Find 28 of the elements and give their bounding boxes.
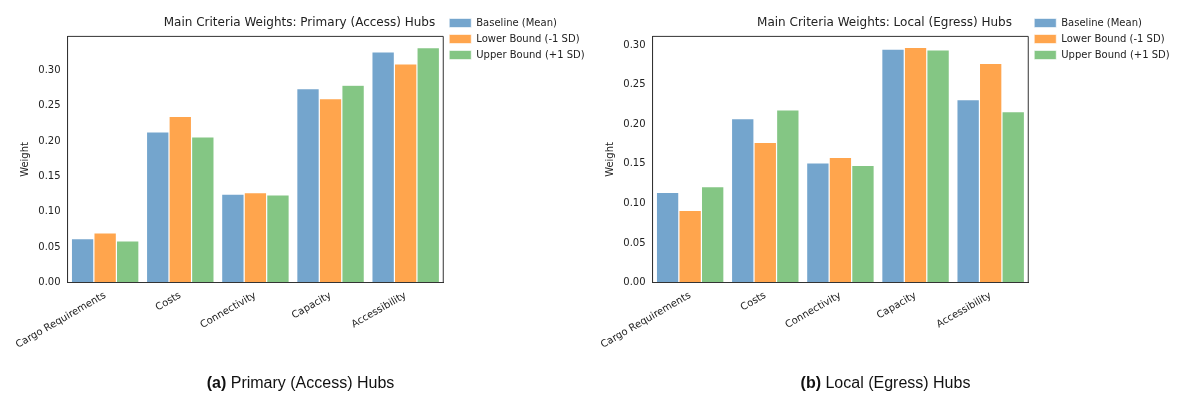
legend-label: Baseline (Mean) xyxy=(1061,16,1142,28)
y-tick-label: 0.05 xyxy=(38,240,61,252)
y-tick-label: 0.05 xyxy=(623,236,646,248)
y-tick-label: 0.30 xyxy=(38,63,61,75)
y-tick-label: 0.25 xyxy=(38,99,61,111)
y-tick-label: 0.30 xyxy=(623,38,646,50)
x-tick-label: Costs xyxy=(738,289,768,313)
y-axis-title: Weight xyxy=(603,141,615,177)
y-tick-label: 0.15 xyxy=(38,170,61,182)
y-tick-label: 0.10 xyxy=(38,205,61,217)
y-axis-title: Weight xyxy=(18,141,30,177)
legend-label: Lower Bound (-1 SD) xyxy=(1061,32,1165,44)
x-tick-label: Costs xyxy=(153,289,183,313)
chart-title: Main Criteria Weights: Local (Egress) Hubs xyxy=(757,15,1012,30)
y-tick-label: 0.20 xyxy=(38,134,61,146)
text: (b) Local (Egress) Hubs xyxy=(800,374,971,391)
y-tick-label: 0.10 xyxy=(623,196,646,208)
y-tick-label: 0.00 xyxy=(38,276,61,288)
y-tick-label: 0.15 xyxy=(623,157,646,169)
y-tick-label: 0.20 xyxy=(623,117,646,129)
text: (a) Primary (Access) Hubs xyxy=(206,374,395,391)
legend-label: Lower Bound (-1 SD) xyxy=(476,32,580,44)
y-tick-label: 0.25 xyxy=(623,78,646,90)
y-tick-label: 0.00 xyxy=(623,276,646,288)
legend-label: Upper Bound (+1 SD) xyxy=(1061,48,1170,60)
chart-title: Main Criteria Weights: Primary (Access) Hubs xyxy=(163,15,436,30)
legend-label: Baseline (Mean) xyxy=(476,16,557,28)
legend-label: Upper Bound (+1 SD) xyxy=(476,48,585,60)
